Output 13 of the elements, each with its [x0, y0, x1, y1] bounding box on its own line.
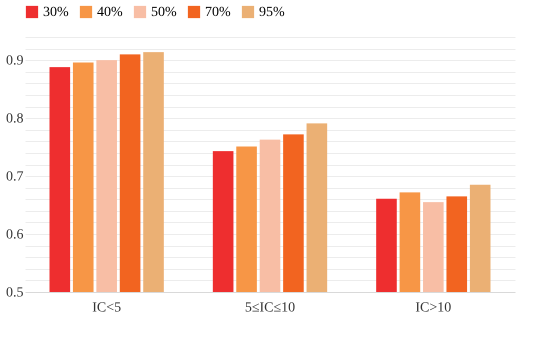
y-tick-label: 0.9 — [6, 54, 24, 69]
legend-label: 70% — [205, 5, 231, 20]
legend-label: 50% — [151, 5, 177, 20]
legend-label: 30% — [43, 5, 69, 20]
y-tick-label: 0.5 — [6, 286, 24, 300]
y-tick-label: 0.6 — [6, 228, 24, 243]
x-tick-label: IC>10 — [415, 300, 452, 316]
x-tick-label: 5≤IC≤10 — [244, 300, 296, 316]
legend-label: 95% — [259, 5, 285, 20]
y-tick-label: 0.7 — [6, 170, 24, 185]
y-tick-label: 0.8 — [6, 112, 24, 127]
legend-label: 40% — [97, 5, 123, 20]
x-tick-label: IC<5 — [92, 300, 122, 316]
